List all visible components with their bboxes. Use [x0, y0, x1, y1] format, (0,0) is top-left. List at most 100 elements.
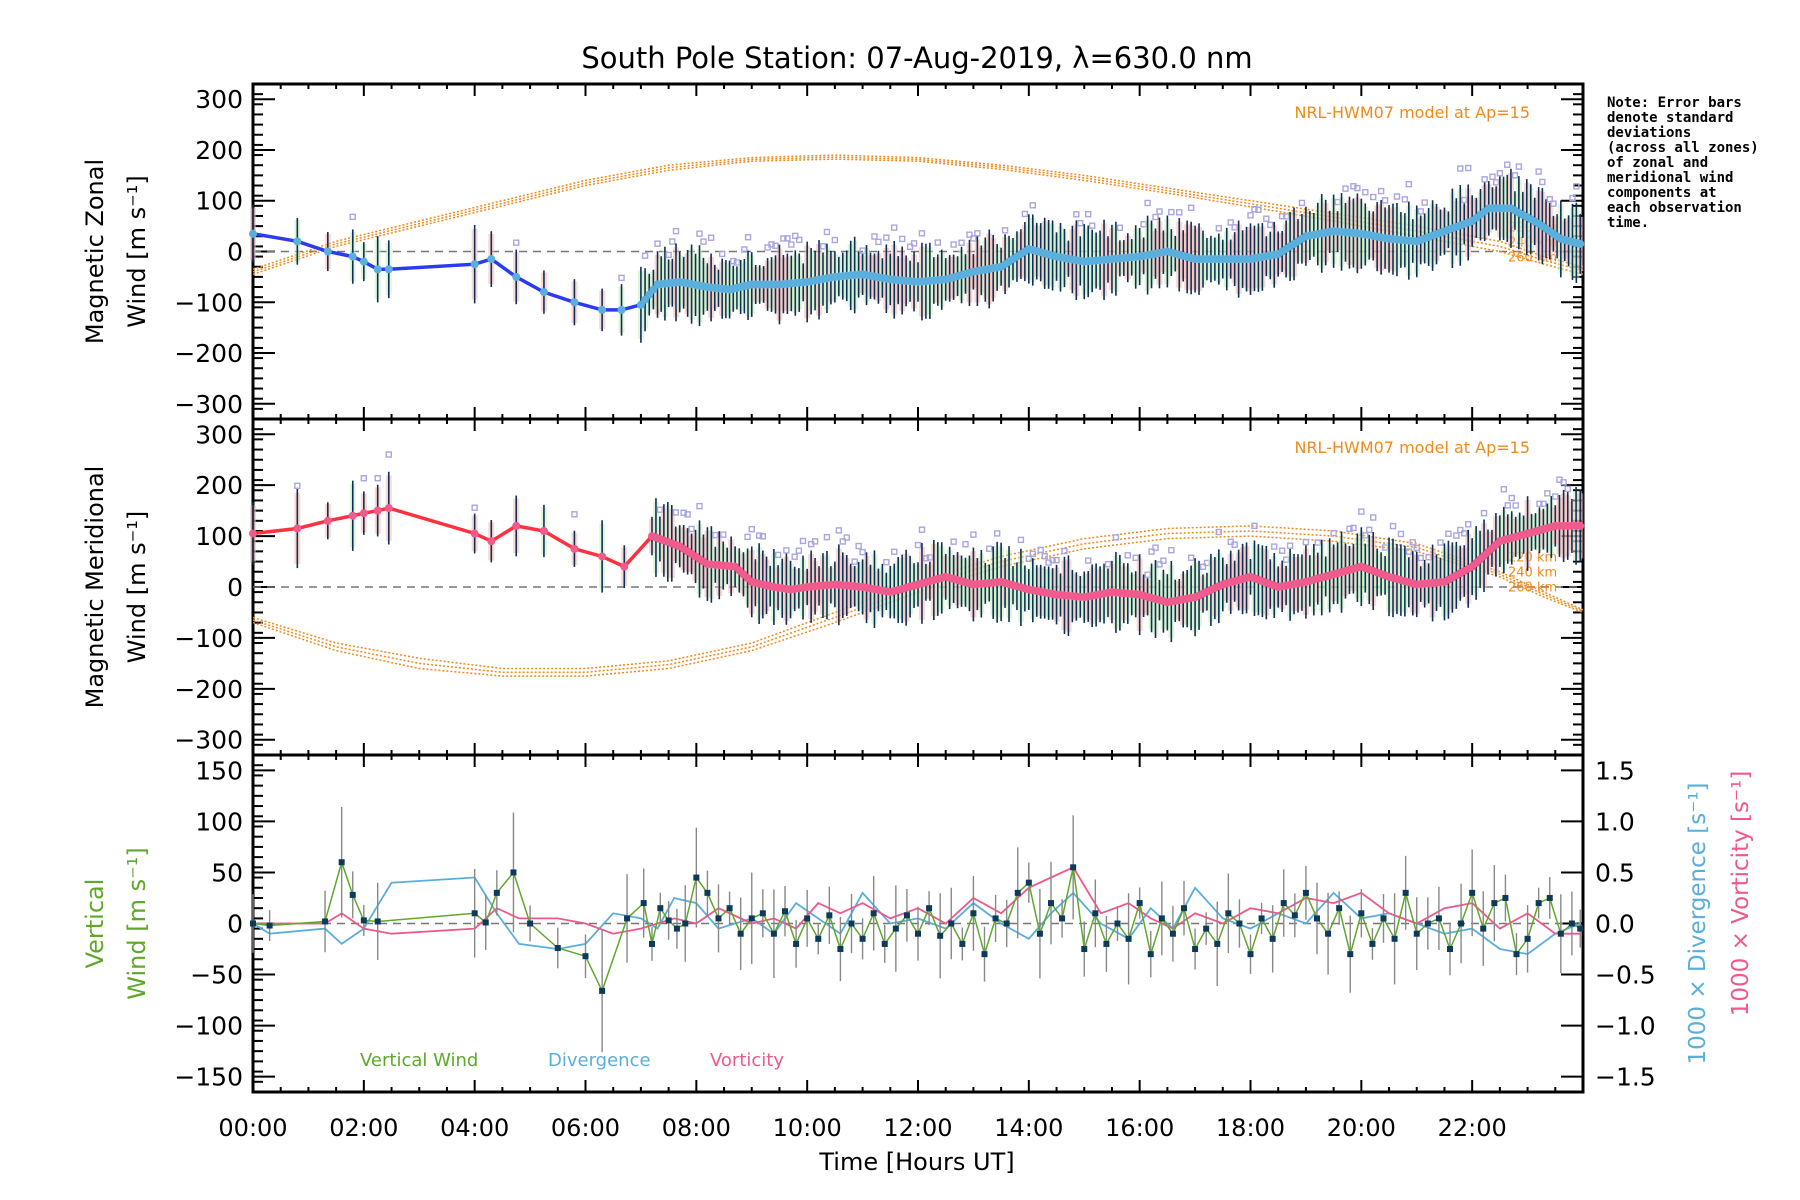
vertical-wind-marker — [1258, 915, 1265, 922]
zone-sample — [1381, 197, 1389, 204]
zone-sample — [1405, 180, 1413, 188]
zone-sample — [1550, 200, 1557, 207]
vertical-wind-marker — [870, 910, 877, 917]
y-tick-label: 0 — [227, 910, 243, 939]
y-tick-label: −150 — [174, 1063, 243, 1092]
zone-sample — [1199, 563, 1207, 570]
zone-sample — [1088, 222, 1096, 229]
zone-sample — [1457, 165, 1464, 172]
zonal-wind-marker — [359, 257, 368, 266]
zone-sample — [1263, 215, 1270, 222]
x-tick-label: 12:00 — [883, 1114, 952, 1142]
zone-sample — [1481, 176, 1488, 183]
vertical-wind-marker — [682, 920, 689, 927]
zonal-wind-marker — [487, 255, 496, 264]
zone-sample — [672, 509, 679, 516]
vertical-wind-marker — [1214, 940, 1221, 947]
vertical-wind-marker — [599, 987, 606, 994]
zone-sample — [1393, 193, 1401, 200]
zone-sample — [1362, 532, 1369, 539]
zonal-wind-marker — [323, 247, 332, 256]
vertical-wind-marker — [1114, 920, 1121, 927]
zone-sample — [918, 526, 926, 533]
vertical-wind-marker — [322, 918, 329, 925]
meridional-wind-marker — [384, 504, 393, 513]
vertical-wind-marker — [1380, 915, 1387, 922]
legend-item: Vertical Wind — [360, 1050, 478, 1071]
zone-sample — [755, 532, 763, 539]
zone-sample — [696, 230, 703, 237]
vertical-wind-marker — [1103, 940, 1110, 947]
zone-sample — [1496, 170, 1504, 177]
zone-sample — [1251, 522, 1258, 530]
zone-sample — [1465, 164, 1472, 172]
vertical-wind-marker — [1225, 910, 1232, 917]
vertical-wind-marker — [471, 910, 478, 917]
vertical-wind-marker — [1358, 910, 1365, 917]
vertical-wind-marker — [1147, 951, 1154, 958]
vertical-wind-marker — [1025, 879, 1032, 886]
vertical-wind-marker — [482, 919, 489, 926]
zone-sample — [1350, 524, 1357, 532]
zone-sample — [1029, 550, 1036, 557]
model-220km-line — [252, 525, 1584, 670]
zone-sample — [823, 533, 831, 541]
zone-sample — [294, 482, 301, 489]
zone-sample — [780, 235, 787, 242]
meridional-wind-marker — [1576, 521, 1585, 530]
zone-sample — [1168, 546, 1175, 554]
zone-sample — [1251, 206, 1258, 213]
zonal-wind-marker — [348, 252, 357, 261]
vertical-wind-marker — [582, 953, 589, 960]
zone-sample — [1401, 196, 1409, 203]
vertical-wind-marker — [1136, 900, 1143, 907]
vertical-wind-marker — [349, 891, 356, 898]
vertical-wind-marker — [693, 874, 700, 881]
y-tick-label: −100 — [174, 624, 243, 653]
zone-sample — [1536, 500, 1543, 508]
zone-sample — [1362, 189, 1369, 196]
zone-sample — [1465, 521, 1472, 528]
zone-sample — [730, 257, 737, 265]
vertical-wind-marker — [1247, 951, 1254, 958]
vertical-wind-marker — [970, 910, 977, 917]
zone-sample — [1346, 525, 1353, 533]
zone-sample — [839, 538, 846, 545]
zone-sample — [1417, 208, 1424, 215]
zone-sample — [1314, 539, 1321, 546]
vertical-wind-marker — [859, 935, 866, 942]
meridional-wind-marker — [487, 537, 496, 546]
x-tick-label: 06:00 — [551, 1114, 620, 1142]
vertical-wind-marker — [1391, 935, 1398, 942]
y-tick-label: 100 — [195, 522, 243, 551]
meridional-wind-marker — [293, 524, 302, 533]
zone-sample — [883, 558, 890, 566]
vertical-wind-marker — [1269, 935, 1276, 942]
panel-vertical: 150 100 50 0 −50 −100 −150 Vertical Wind [m s⁻¹]… — [81, 753, 1754, 1176]
vertical-wind-marker — [493, 889, 500, 896]
zone-sample — [898, 235, 906, 243]
zonal-wind-marker — [598, 305, 607, 314]
zone-sample — [1187, 204, 1195, 212]
zone-sample — [958, 239, 965, 246]
y-tick-label: 200 — [195, 136, 243, 165]
zone-sample — [1077, 219, 1084, 227]
meridional-wind-marker — [620, 562, 629, 571]
zone-sample — [1061, 547, 1068, 555]
zone-sample — [819, 243, 827, 250]
y2-tick-label: 0.0 — [1595, 910, 1635, 939]
zone-sample — [1370, 193, 1377, 201]
zone-sample — [1073, 211, 1080, 218]
zone-sample — [783, 547, 790, 554]
zone-sample — [1302, 538, 1310, 546]
y2-tick-label: 1.0 — [1595, 807, 1635, 836]
zone-sample — [1539, 178, 1546, 186]
zone-sample — [1417, 554, 1424, 562]
zone-sample — [791, 553, 798, 560]
vertical-wind-marker — [1469, 889, 1476, 896]
zone-sample — [1132, 554, 1139, 561]
zone-sample — [1124, 552, 1131, 559]
zone-sample — [1409, 539, 1416, 546]
y-axis-label-units: Wind [m s⁻¹] — [123, 175, 151, 327]
zonal-wind-marker — [249, 229, 257, 238]
